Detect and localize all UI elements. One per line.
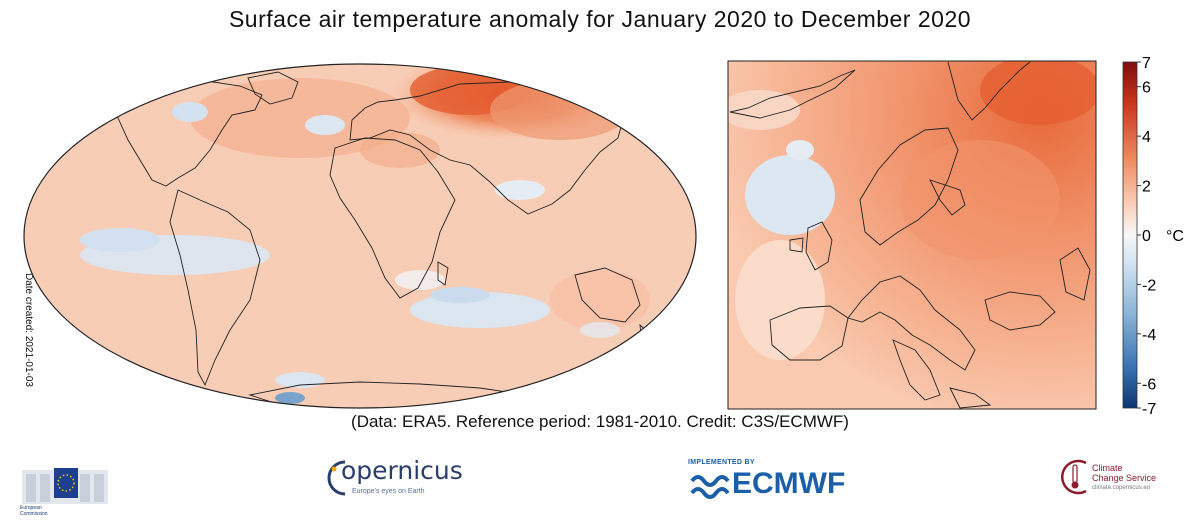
ecmwf-wordmark: ECMWF [732, 467, 846, 500]
colorbar-ticks: 7 6 4 2 0 -2 -4 -6 -7 [1137, 55, 1156, 418]
colorbar-tick-label: 0 [1142, 228, 1151, 245]
credit-line: (Data: ERA5. Reference period: 1981-2010… [351, 412, 849, 431]
ecmwf-wave-icon [690, 475, 730, 487]
c3s-thermometer-icon [1061, 459, 1087, 495]
colorbar-tick-label: 6 [1142, 80, 1151, 97]
europe-map [727, 60, 1097, 410]
colorbar: 7 6 4 2 0 -2 -4 -6 -7 °C [1122, 55, 1184, 418]
copernicus-wordmark: opernicus [341, 456, 463, 485]
page-title: Surface air temperature anomaly for Janu… [228, 6, 972, 32]
colorbar-tick-label: -2 [1142, 277, 1156, 294]
c3s-logo: Climate Change Service climate.copernicu… [1058, 455, 1188, 501]
colorbar-tick-label: -4 [1142, 327, 1156, 344]
colorbar-tick-label: 2 [1142, 179, 1151, 196]
c3s-label-line2: Change Service [1092, 473, 1157, 483]
c3s-label-line1: Climate [1092, 463, 1123, 473]
ecmwf-implemented-by: IMPLEMENTED BY [688, 459, 755, 466]
colorbar-unit: °C [1166, 228, 1184, 245]
eu-commission-logo: European Commission [18, 462, 128, 517]
copernicus-tagline: Europe's eyes on Earth [352, 488, 425, 495]
colorbar-gradient [1122, 61, 1138, 409]
colorbar-tick-label: 7 [1142, 55, 1151, 72]
ecmwf-logo: IMPLEMENTED BY ECMWF [688, 459, 868, 503]
c3s-tagline: climate.copernicus.eu [1092, 485, 1151, 491]
copernicus-logo: opernicus Europe's eyes on Earth [323, 456, 473, 504]
eu-label-line2: Commission [20, 511, 48, 517]
eu-label-line1: European [20, 505, 42, 511]
colorbar-tick-label: -7 [1142, 401, 1156, 418]
world-map [23, 63, 697, 409]
copernicus-c-icon [327, 460, 346, 496]
colorbar-tick-label: -6 [1142, 376, 1156, 393]
colorbar-tick-label: 4 [1142, 129, 1151, 146]
